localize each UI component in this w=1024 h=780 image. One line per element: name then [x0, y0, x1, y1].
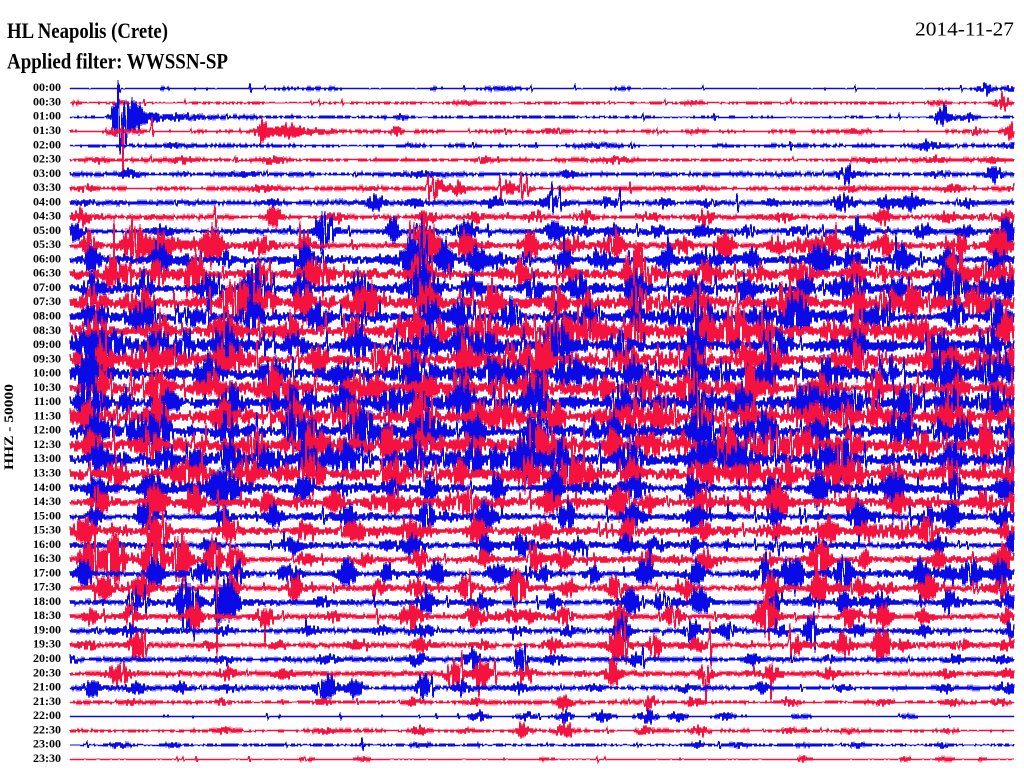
- svg-text:05:30: 05:30: [33, 237, 61, 251]
- svg-text:21:30: 21:30: [33, 694, 61, 708]
- svg-text:13:30: 13:30: [33, 466, 61, 480]
- svg-text:02:00: 02:00: [33, 137, 61, 151]
- svg-text:20:30: 20:30: [33, 665, 61, 679]
- svg-text:12:00: 12:00: [33, 423, 61, 437]
- svg-text:11:00: 11:00: [34, 394, 61, 408]
- svg-text:08:00: 08:00: [33, 309, 61, 323]
- svg-text:09:00: 09:00: [33, 337, 61, 351]
- svg-text:14:00: 14:00: [33, 480, 61, 494]
- svg-text:17:30: 17:30: [33, 580, 61, 594]
- svg-text:19:00: 19:00: [33, 623, 61, 637]
- svg-text:16:00: 16:00: [33, 537, 61, 551]
- svg-text:22:00: 22:00: [33, 708, 61, 722]
- svg-text:10:30: 10:30: [33, 380, 61, 394]
- svg-text:01:30: 01:30: [33, 123, 61, 137]
- svg-text:08:30: 08:30: [33, 323, 61, 337]
- svg-text:04:00: 04:00: [33, 194, 61, 208]
- svg-text:02:30: 02:30: [33, 152, 61, 166]
- svg-text:10:00: 10:00: [33, 366, 61, 380]
- svg-text:16:30: 16:30: [33, 551, 61, 565]
- svg-text:00:00: 00:00: [33, 80, 61, 94]
- svg-text:HL Neapolis (Crete): HL Neapolis (Crete): [7, 18, 168, 43]
- svg-text:20:00: 20:00: [33, 651, 61, 665]
- svg-text:HHZ - 50000: HHZ - 50000: [2, 384, 16, 470]
- svg-text:05:00: 05:00: [33, 223, 61, 237]
- svg-text:03:00: 03:00: [33, 166, 61, 180]
- svg-text:19:30: 19:30: [33, 637, 61, 651]
- svg-text:06:00: 06:00: [33, 251, 61, 265]
- svg-text:15:30: 15:30: [33, 523, 61, 537]
- svg-text:22:30: 22:30: [33, 722, 61, 736]
- svg-text:17:00: 17:00: [33, 565, 61, 579]
- svg-text:14:30: 14:30: [33, 494, 61, 508]
- svg-text:03:30: 03:30: [33, 180, 61, 194]
- svg-text:06:30: 06:30: [33, 266, 61, 280]
- svg-text:15:00: 15:00: [33, 508, 61, 522]
- svg-text:11:30: 11:30: [34, 408, 61, 422]
- svg-text:04:30: 04:30: [33, 209, 61, 223]
- svg-text:12:30: 12:30: [33, 437, 61, 451]
- svg-text:21:00: 21:00: [33, 680, 61, 694]
- svg-text:00:30: 00:30: [33, 95, 61, 109]
- svg-text:07:00: 07:00: [33, 280, 61, 294]
- svg-text:18:30: 18:30: [33, 608, 61, 622]
- svg-text:13:00: 13:00: [33, 451, 61, 465]
- svg-text:01:00: 01:00: [33, 109, 61, 123]
- svg-text:09:30: 09:30: [33, 351, 61, 365]
- svg-text:2014-11-27: 2014-11-27: [915, 19, 1014, 41]
- svg-text:07:30: 07:30: [33, 294, 61, 308]
- svg-text:23:00: 23:00: [33, 737, 61, 751]
- svg-text:23:30: 23:30: [33, 751, 61, 765]
- svg-text:Applied filter: WWSSN-SP: Applied filter: WWSSN-SP: [7, 49, 228, 74]
- svg-text:18:00: 18:00: [33, 594, 61, 608]
